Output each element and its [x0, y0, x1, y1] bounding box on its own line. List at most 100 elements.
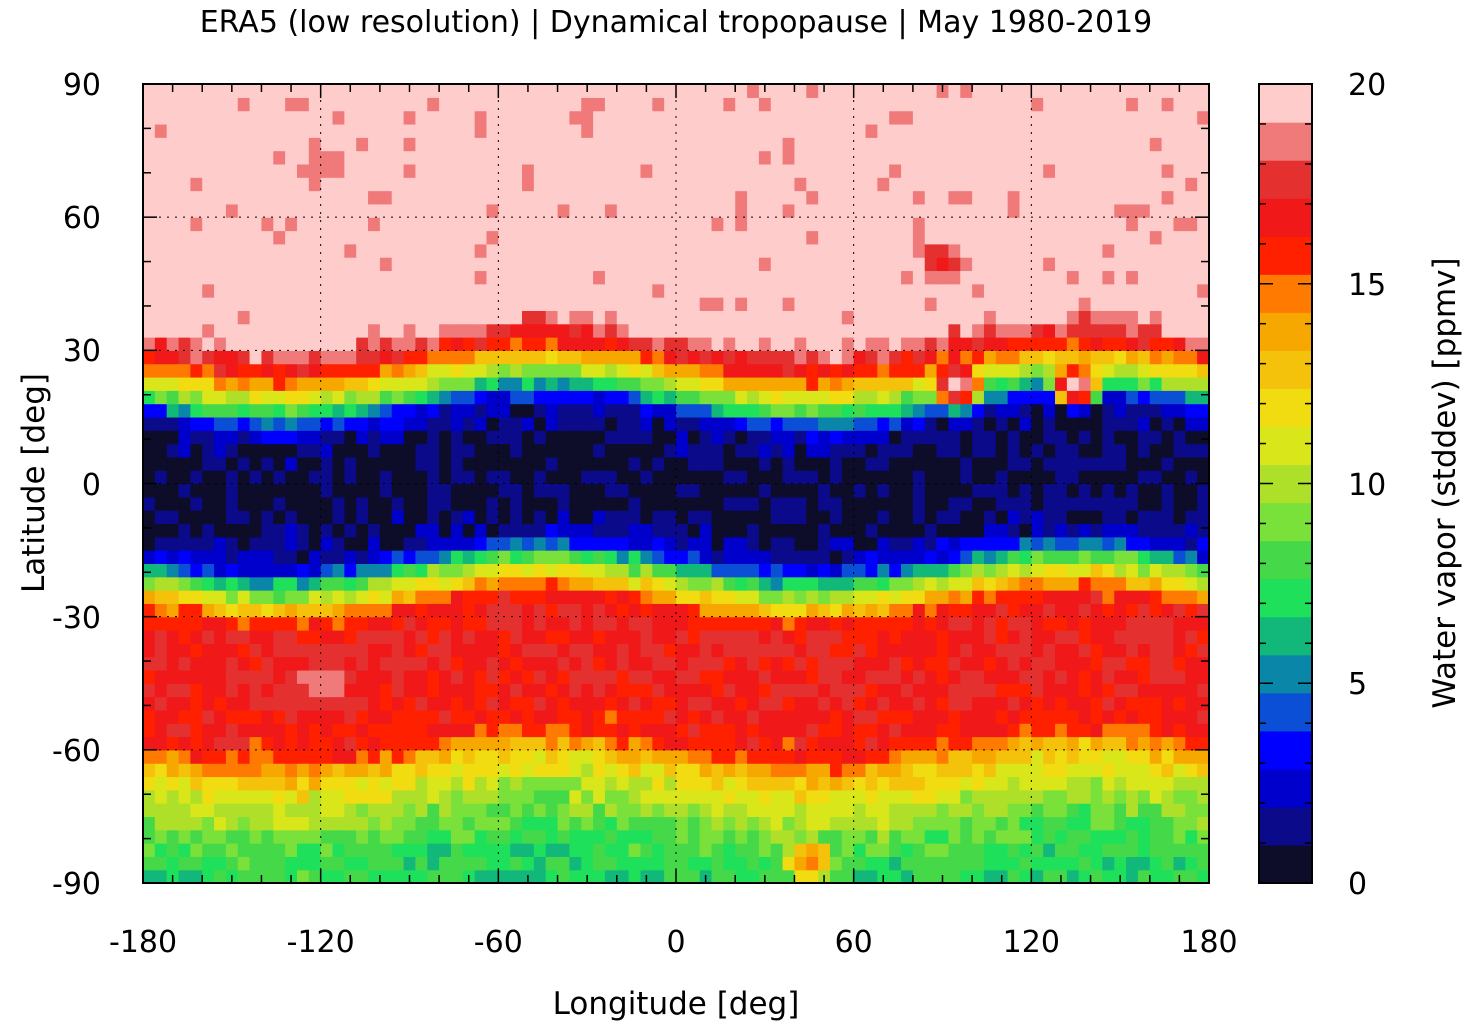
heat-cell	[498, 696, 511, 711]
heat-cell	[581, 310, 594, 325]
heat-cell	[225, 363, 239, 378]
heat-cell	[711, 297, 724, 311]
heat-cell	[818, 643, 831, 658]
heat-cell	[1197, 776, 1209, 791]
heat-cell	[948, 203, 961, 218]
heat-cell	[415, 443, 428, 458]
heat-cell	[166, 736, 180, 751]
heat-cell	[687, 709, 701, 724]
heat-cell	[1137, 749, 1151, 764]
heat-cell	[912, 190, 926, 205]
heat-cell	[498, 763, 511, 778]
heat-cell	[190, 403, 203, 418]
heat-cell	[806, 257, 819, 272]
heat-cell	[214, 669, 227, 684]
heat-cell	[664, 550, 677, 564]
heat-cell	[522, 776, 535, 791]
heat-cell	[1161, 523, 1175, 538]
heat-cell	[427, 736, 440, 751]
heat-cell	[427, 683, 440, 698]
heat-cell	[1185, 283, 1198, 298]
heat-cell	[403, 350, 417, 365]
heat-cell	[356, 337, 369, 351]
heat-cell	[143, 496, 156, 511]
heat-cell	[439, 803, 452, 818]
heat-cell	[545, 203, 559, 218]
heat-cell	[557, 177, 570, 192]
heat-cell	[936, 816, 950, 831]
heat-cell	[581, 137, 594, 152]
heat-cell	[972, 856, 985, 871]
heat-cell	[1078, 310, 1092, 325]
heat-cell	[581, 217, 594, 232]
heat-cell	[1055, 576, 1068, 591]
heat-cell	[1137, 843, 1151, 857]
heat-cell	[948, 856, 961, 871]
heat-cell	[924, 843, 938, 857]
heat-cell	[948, 829, 961, 844]
heat-cell	[1007, 669, 1021, 684]
heat-cell	[498, 270, 511, 285]
heat-cell	[214, 363, 227, 378]
heat-cell	[758, 563, 772, 578]
heat-cell	[486, 590, 499, 604]
heat-cell	[747, 803, 760, 818]
heat-cell	[368, 563, 381, 578]
heat-cell	[510, 523, 523, 538]
heat-cell	[273, 550, 286, 564]
heat-cell	[344, 363, 357, 378]
heat-cell	[308, 829, 322, 844]
heat-cell	[344, 749, 357, 764]
heat-cell	[498, 190, 511, 205]
heat-cell	[403, 363, 417, 378]
heat-cell	[699, 536, 713, 551]
heat-cell	[439, 523, 452, 538]
heat-cell	[498, 163, 511, 178]
heat-cell	[391, 350, 405, 365]
heat-cell	[652, 190, 665, 205]
heat-cell	[640, 749, 653, 764]
heat-cell	[972, 669, 985, 684]
heat-cell	[877, 496, 890, 511]
heat-cell	[474, 590, 488, 604]
heat-cell	[427, 350, 440, 365]
heat-cell	[237, 789, 251, 804]
heat-cell	[273, 536, 286, 551]
heat-cell	[427, 763, 440, 778]
heat-cell	[794, 337, 807, 351]
heat-cell	[450, 297, 464, 311]
heat-cell	[782, 163, 796, 178]
heat-cell	[225, 576, 239, 591]
heat-cell	[1090, 749, 1103, 764]
heat-cell	[190, 603, 203, 618]
heat-cell	[533, 643, 547, 658]
heat-cell	[486, 563, 499, 578]
heat-cell	[1043, 350, 1056, 365]
heat-cell	[865, 510, 878, 525]
heat-cell	[794, 403, 807, 418]
heat-cell	[818, 177, 831, 192]
heat-cell	[486, 496, 499, 511]
heat-cell	[214, 150, 227, 165]
heat-cell	[474, 829, 488, 844]
heat-cell	[806, 270, 819, 285]
heat-cell	[225, 257, 239, 272]
heat-cell	[320, 763, 334, 778]
heat-cell	[308, 550, 322, 564]
heat-cell	[474, 709, 488, 724]
heat-cell	[1043, 403, 1056, 418]
heat-cell	[237, 536, 251, 551]
heat-cell	[593, 297, 606, 311]
heat-cell	[770, 496, 784, 511]
heat-cell	[403, 856, 417, 871]
heat-cell	[320, 510, 334, 525]
heat-cell	[261, 843, 274, 857]
heat-cell	[403, 483, 417, 498]
heat-cell	[983, 177, 997, 192]
heat-cell	[1102, 337, 1115, 351]
heat-cell	[533, 177, 547, 192]
heat-cell	[758, 390, 772, 405]
heat-cell	[1090, 163, 1103, 178]
heat-cell	[450, 803, 464, 818]
heat-cell	[261, 803, 274, 818]
